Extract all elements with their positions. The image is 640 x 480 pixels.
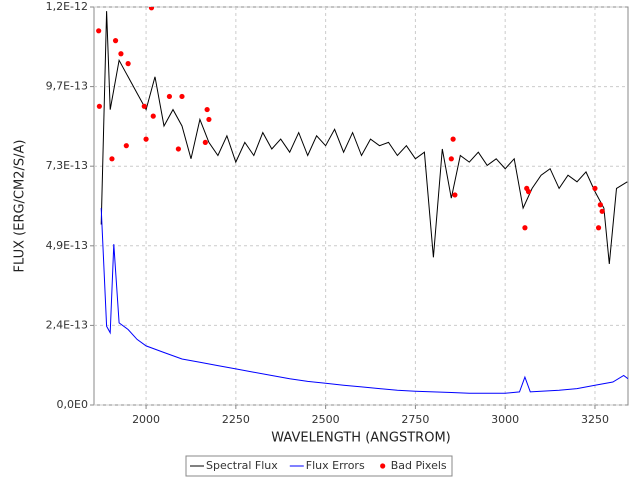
bad-pixel <box>96 103 102 109</box>
bad-pixel <box>96 28 102 34</box>
bad-pixel <box>595 225 602 231</box>
bad-pixel <box>112 38 119 44</box>
bad-pixel <box>204 106 210 113</box>
x-tick-label: 2750 <box>401 413 429 426</box>
bad-pixel <box>175 146 181 152</box>
x-axis-label: WAVELENGTH (ANGSTROM) <box>271 431 450 446</box>
y-tick-label: 0,0E0 <box>57 398 88 411</box>
x-tick-label: 3250 <box>581 413 609 426</box>
bad-pixel <box>450 136 456 142</box>
bad-pixel <box>123 143 129 149</box>
y-tick-label: 4,9E-13 <box>46 239 88 252</box>
bad-pixel <box>599 208 605 214</box>
bad-pixel <box>143 136 149 142</box>
bad-pixel <box>166 93 173 100</box>
y-tick-label: 9,7E-13 <box>46 80 88 93</box>
y-axis-label: FLUX (ERG/CM2/S/A) <box>13 140 28 273</box>
bad-pixel <box>202 139 208 146</box>
plot-area <box>93 6 629 406</box>
legend-label: Bad Pixels <box>391 459 447 472</box>
bad-pixel <box>597 202 603 208</box>
bad-pixel <box>522 225 528 231</box>
bad-pixel <box>206 116 212 123</box>
bad-pixel <box>125 61 131 67</box>
bad-pixel <box>452 192 458 198</box>
bad-pixel <box>179 93 185 100</box>
bad-pixel <box>525 189 532 195</box>
series-line <box>100 11 628 264</box>
bad-pixel <box>118 51 124 57</box>
legend <box>185 455 453 477</box>
legend-label: Flux Errors <box>306 459 365 472</box>
bad-pixel <box>150 113 156 119</box>
series-line <box>100 208 628 394</box>
x-tick-label: 2500 <box>312 413 340 426</box>
bad-pixel <box>141 103 147 109</box>
x-tick-label: 2000 <box>132 413 160 426</box>
legend-label: Spectral Flux <box>206 459 278 472</box>
plot-content <box>96 7 628 394</box>
x-tick-label: 3000 <box>491 413 519 426</box>
bad-pixel <box>109 156 115 162</box>
legend-marker <box>380 463 386 469</box>
y-tick-label: 1,2E-12 <box>46 0 88 13</box>
y-tick-label: 7,3E-13 <box>46 159 88 172</box>
y-tick-label: 2,4E-13 <box>46 318 88 331</box>
bad-pixel <box>592 185 598 191</box>
bad-pixel <box>448 156 454 162</box>
bad-pixel <box>148 7 155 11</box>
x-tick-label: 2250 <box>222 413 250 426</box>
